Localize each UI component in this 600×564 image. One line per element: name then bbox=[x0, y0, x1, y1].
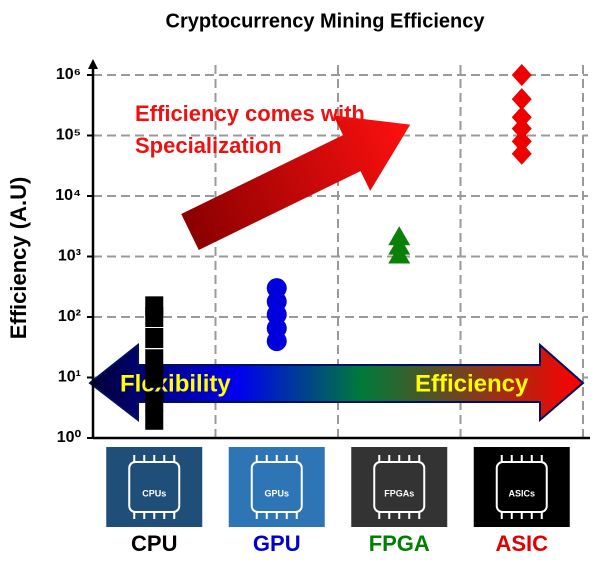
axis-arrowhead bbox=[88, 59, 98, 69]
icon-label: CPUs bbox=[142, 488, 166, 498]
arrow-label: Flexibility bbox=[120, 370, 231, 397]
chart-title: Cryptocurrency Mining Efficiency bbox=[166, 10, 486, 32]
y-tick-label: 10⁶ bbox=[56, 66, 81, 83]
trend-arrow bbox=[181, 115, 411, 250]
marker-square bbox=[145, 409, 164, 430]
marker-square bbox=[145, 367, 164, 388]
marker-diamond bbox=[511, 88, 532, 111]
marker-diamond bbox=[511, 130, 532, 153]
marker-square bbox=[145, 391, 164, 412]
arrow-label: Efficiency bbox=[415, 370, 529, 397]
annotation: Specialization bbox=[135, 133, 282, 158]
marker-diamond bbox=[511, 142, 532, 165]
double-arrow bbox=[88, 342, 585, 423]
x-tick-label: CPU bbox=[131, 531, 177, 556]
y-tick-label: 10⁴ bbox=[55, 187, 81, 204]
y-tick-label: 10¹ bbox=[58, 369, 81, 386]
y-axis-label: Efficiency (A.U) bbox=[6, 177, 31, 340]
marker-diamond bbox=[511, 117, 532, 140]
marker-triangle bbox=[388, 244, 411, 264]
icon-label: FPGAs bbox=[384, 488, 414, 498]
marker-square bbox=[145, 349, 164, 370]
icon-label: GPUs bbox=[264, 488, 289, 498]
y-tick-label: 10² bbox=[58, 308, 81, 325]
y-tick-label: 10⁵ bbox=[56, 127, 81, 144]
arrows bbox=[88, 115, 585, 423]
marker-diamond bbox=[511, 64, 532, 86]
y-tick-label: 10⁰ bbox=[57, 429, 82, 446]
x-tick-label: FPGA bbox=[369, 531, 430, 556]
marker-diamond bbox=[511, 106, 532, 129]
marker-square bbox=[145, 327, 164, 348]
marker-circle bbox=[266, 331, 287, 352]
y-tick-label: 10³ bbox=[58, 248, 81, 265]
annotation: Efficiency comes with bbox=[135, 101, 365, 126]
marker-circle bbox=[266, 304, 287, 325]
x-tick-label: ASIC bbox=[495, 531, 548, 556]
icon-label: ASICs bbox=[508, 488, 535, 498]
x-tick-label: GPU bbox=[253, 531, 301, 556]
marker-square bbox=[145, 296, 164, 317]
